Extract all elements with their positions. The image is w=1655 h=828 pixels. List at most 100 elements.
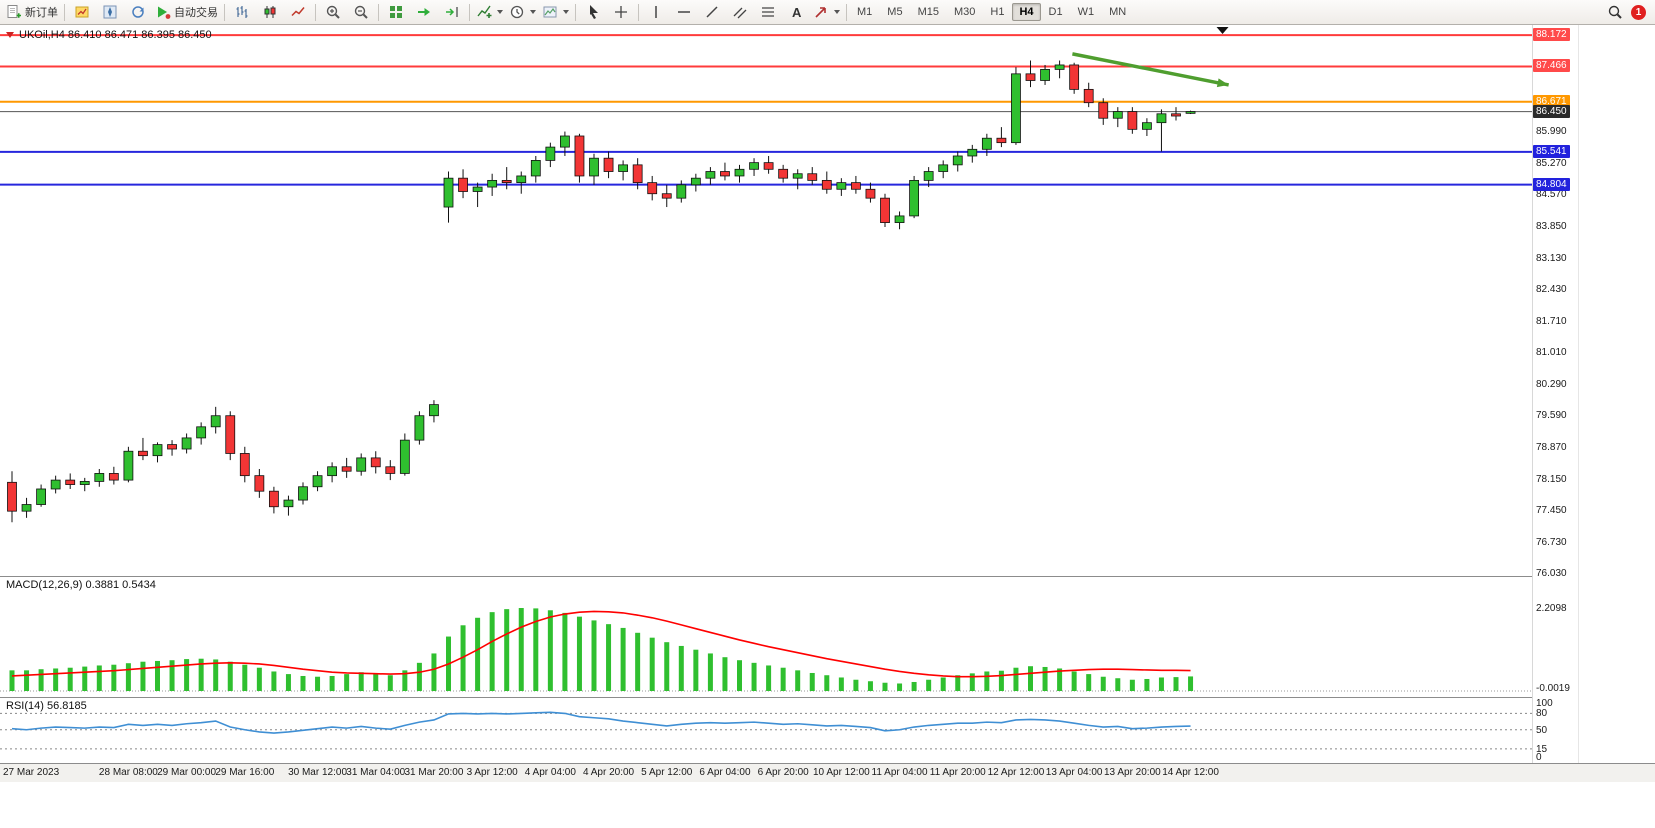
- macd-bar: [285, 674, 291, 691]
- navigator-icon: [103, 5, 117, 19]
- candlestick-chart-icon: [264, 6, 276, 18]
- date-label[interactable]: 12 Apr 12:00: [987, 767, 1045, 778]
- price-axis[interactable]: 85.990 85.270 84.570 83.850 83.130 82.430 81.7…: [1532, 25, 1578, 763]
- candle: [1054, 64, 1065, 70]
- date-label[interactable]: 10 Apr 12:00: [812, 767, 870, 778]
- date-label[interactable]: 6 Apr 20:00: [757, 767, 809, 778]
- macd-bar: [547, 610, 553, 691]
- candlestick-chart-canvas[interactable]: [0, 25, 1532, 576]
- date-label[interactable]: 28 Mar 08:00: [98, 767, 158, 778]
- candle: [560, 135, 570, 148]
- zoom-out-button[interactable]: [347, 2, 375, 23]
- templates-button[interactable]: [539, 2, 572, 23]
- price-badge-87.466[interactable]: 87.466: [1533, 59, 1570, 73]
- timeframe-d1-button[interactable]: D1: [1048, 6, 1063, 18]
- price-badge-86.450[interactable]: 86.450: [1533, 104, 1570, 118]
- candlestick-chart-button[interactable]: [256, 2, 284, 23]
- date-label[interactable]: 6 Apr 04:00: [699, 767, 751, 778]
- date-label[interactable]: 3 Apr 12:00: [466, 767, 518, 778]
- price-tick: 77.450: [1536, 505, 1567, 517]
- timeframe-m30-button[interactable]: M30: [953, 6, 976, 18]
- tile-windows-button[interactable]: [382, 2, 410, 23]
- fibonacci-button[interactable]: [754, 2, 782, 23]
- candle: [734, 168, 745, 177]
- macd-bar: [620, 627, 626, 691]
- text-tool-button[interactable]: A: [782, 2, 810, 23]
- timeframe-mn-button[interactable]: MN: [1109, 6, 1127, 18]
- trend-arrowhead-icon: [1216, 78, 1229, 88]
- date-label[interactable]: 27 Mar 2023: [3, 767, 60, 778]
- bar-chart-button[interactable]: [228, 2, 256, 23]
- macd-bar: [387, 675, 393, 691]
- down-triangle-marker-icon[interactable]: [1216, 27, 1229, 34]
- rsi-indicator-panel[interactable]: RSI(14) 56.8185: [0, 697, 1532, 763]
- macd-bar: [649, 637, 655, 691]
- search-button[interactable]: [1601, 2, 1629, 23]
- candle: [341, 466, 352, 472]
- candle: [152, 444, 163, 457]
- date-label[interactable]: 13 Apr 20:00: [1103, 767, 1161, 778]
- date-label[interactable]: 30 Mar 12:00: [288, 767, 348, 778]
- equidistant-channel-button[interactable]: [726, 2, 754, 23]
- notification-badge[interactable]: 1: [1631, 4, 1646, 20]
- rsi-chart-canvas[interactable]: [0, 698, 1532, 763]
- navigator-button[interactable]: [96, 2, 124, 23]
- periods-button[interactable]: [506, 2, 539, 23]
- date-label[interactable]: 4 Apr 20:00: [582, 767, 635, 778]
- trend-arrow-annotation[interactable]: [1072, 52, 1230, 87]
- timeframe-m15-button[interactable]: M15: [917, 6, 939, 18]
- trendline-button[interactable]: [698, 2, 726, 23]
- macd-bar: [111, 664, 117, 691]
- auto-scroll-button[interactable]: [410, 2, 438, 23]
- macd-chart-canvas[interactable]: [0, 577, 1532, 697]
- date-label[interactable]: 5 Apr 12:00: [641, 767, 693, 778]
- refresh-button[interactable]: [124, 2, 152, 23]
- candle: [938, 164, 949, 172]
- date-label[interactable]: 29 Mar 16:00: [215, 767, 275, 778]
- date-axis[interactable]: 27 Mar 2023 28 Mar 08:00 29 Mar 00:00 29 Ma…: [0, 763, 1655, 782]
- market-watch-icon: [75, 6, 89, 18]
- macd-bar: [315, 676, 321, 691]
- candle: [239, 453, 250, 477]
- date-label[interactable]: 14 Apr 12:00: [1162, 767, 1219, 778]
- zoom-in-button[interactable]: [319, 2, 347, 23]
- dropdown-arrow-icon: [563, 10, 569, 14]
- vertical-line-button[interactable]: [642, 2, 670, 23]
- date-label[interactable]: 4 Apr 04:00: [524, 767, 576, 778]
- chart-shift-button[interactable]: [438, 2, 466, 23]
- price-badge-86.671[interactable]: 86.671: [1533, 94, 1570, 108]
- main-chart-area[interactable]: UKOil,H4 86.410 86.471 86.395 86.450: [0, 25, 1532, 576]
- date-label[interactable]: 29 Mar 00:00: [157, 767, 217, 778]
- price-badge-85.541[interactable]: 85.541: [1533, 144, 1570, 158]
- line-chart-icon: [291, 7, 305, 17]
- timeframe-w1-button[interactable]: W1: [1077, 6, 1095, 18]
- price-tick: 84.570: [1536, 189, 1567, 201]
- auto-trading-button[interactable]: 自动交易: [152, 2, 221, 23]
- crosshair-button[interactable]: [607, 2, 635, 23]
- crosshair-icon: [615, 6, 627, 18]
- date-label[interactable]: 11 Apr 20:00: [929, 767, 986, 778]
- date-label[interactable]: 31 Mar 20:00: [404, 767, 464, 778]
- date-label[interactable]: 11 Apr 04:00: [871, 767, 928, 778]
- candle: [50, 479, 61, 490]
- line-chart-button[interactable]: [284, 2, 312, 23]
- price-badge-88.172[interactable]: 88.172: [1533, 28, 1570, 42]
- indicators-button[interactable]: [473, 2, 506, 23]
- price-badge-84.804[interactable]: 84.804: [1533, 177, 1570, 191]
- timeframe-m5-button[interactable]: M5: [887, 6, 903, 18]
- date-label[interactable]: 13 Apr 04:00: [1045, 767, 1103, 778]
- new-order-button[interactable]: 新订单: [3, 2, 61, 23]
- macd-indicator-panel[interactable]: MACD(12,26,9) 0.3881 0.5434: [0, 576, 1532, 697]
- horizontal-line-button[interactable]: [670, 2, 698, 23]
- toolbar-separator: [224, 3, 225, 21]
- cursor-button[interactable]: [579, 2, 607, 23]
- market-watch-button[interactable]: [68, 2, 96, 23]
- timeframe-h4-button[interactable]: H4: [1012, 3, 1041, 21]
- timeframe-m1-button[interactable]: M1: [857, 6, 873, 18]
- candle: [225, 415, 236, 454]
- arrows-tool-button[interactable]: [810, 2, 843, 23]
- timeframe-h1-button[interactable]: H1: [990, 6, 1005, 18]
- date-label[interactable]: 31 Mar 04:00: [346, 767, 406, 778]
- macd-bar: [838, 677, 844, 691]
- macd-bar: [591, 620, 597, 691]
